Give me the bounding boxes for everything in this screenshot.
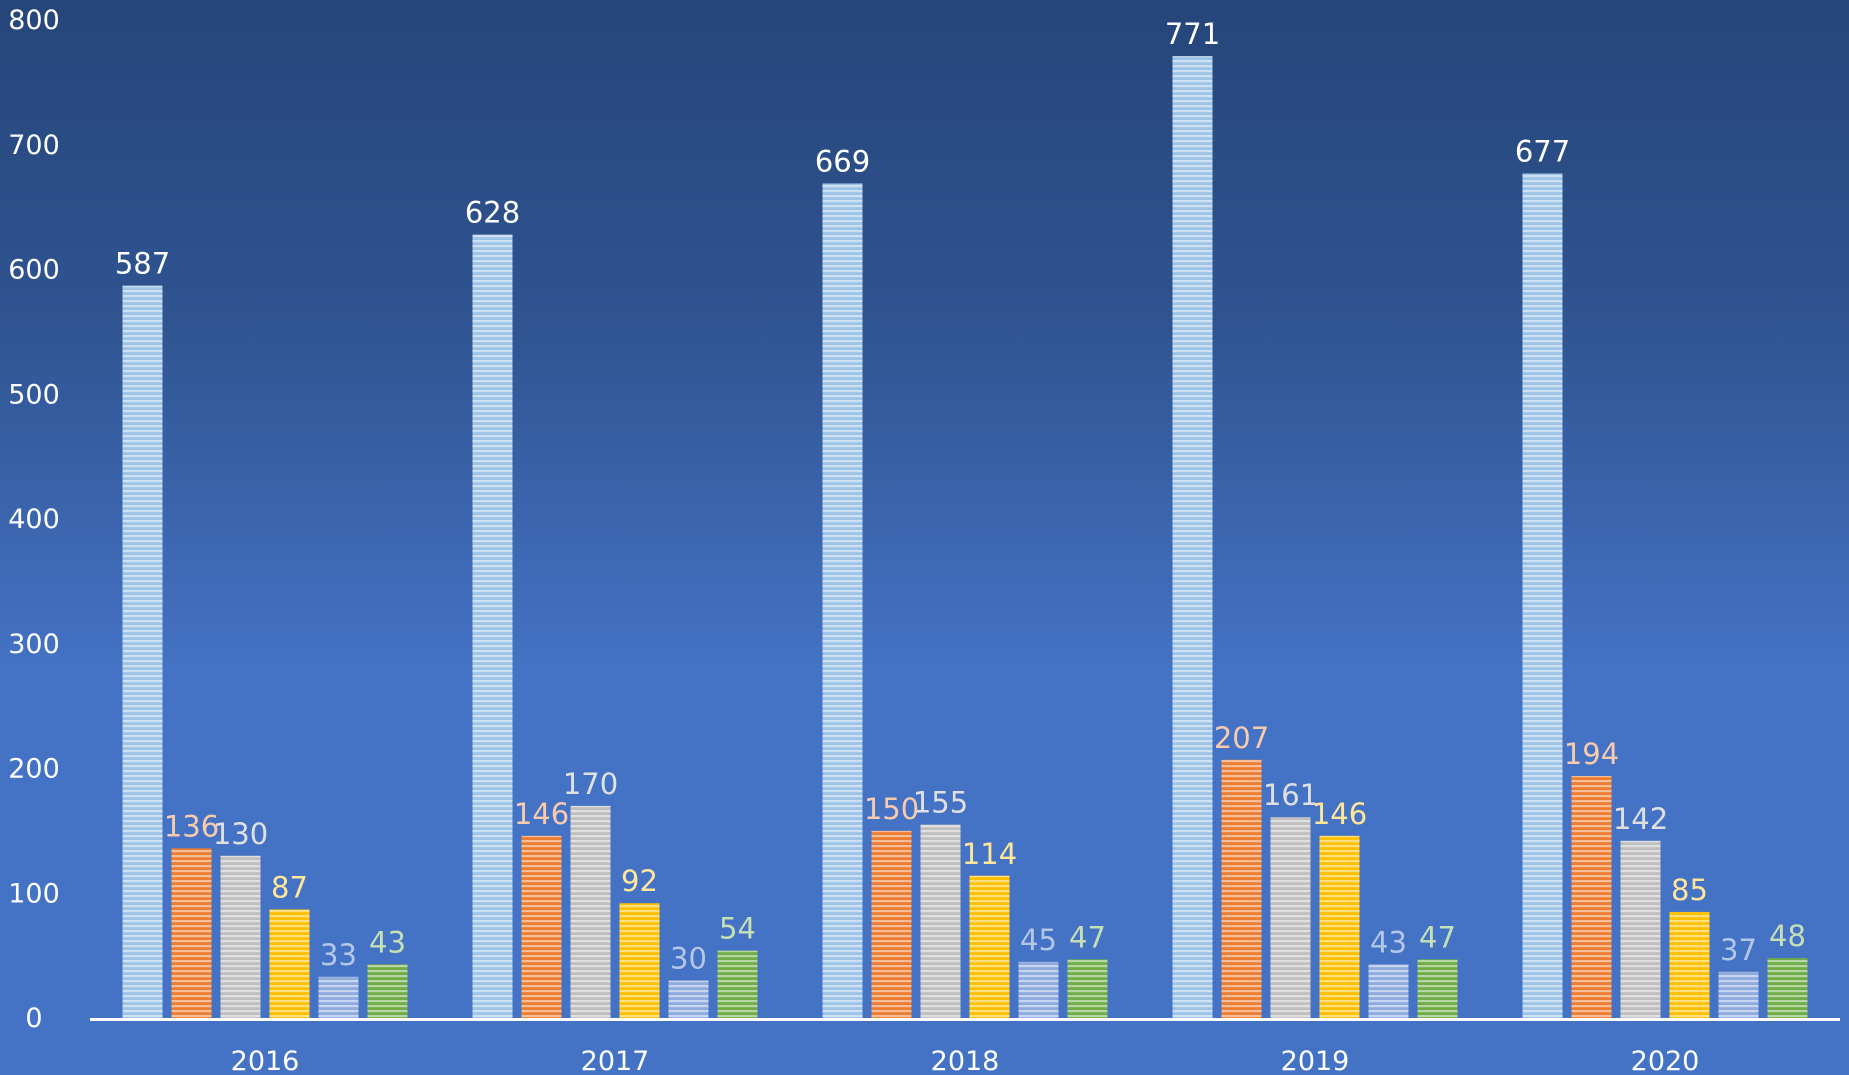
data-label: 43 [1370, 925, 1407, 959]
bar-stripe-overlay [269, 909, 310, 1018]
data-label: 170 [563, 767, 618, 801]
data-label: 146 [514, 797, 569, 831]
bar-stripe-overlay [1319, 835, 1360, 1018]
y-tick-label: 600 [8, 255, 60, 286]
data-label: 87 [271, 870, 308, 904]
data-label: 136 [164, 809, 219, 843]
data-label: 92 [621, 864, 658, 898]
data-label: 587 [115, 247, 170, 281]
bar-stripe-overlay [1767, 958, 1808, 1018]
bars [122, 56, 1808, 1019]
bar-stripe-overlay [1417, 959, 1458, 1018]
bar-stripe-overlay [1067, 959, 1108, 1018]
data-label: 207 [1214, 721, 1269, 755]
y-tick-label: 200 [8, 754, 60, 785]
bar-stripe-overlay [367, 964, 408, 1018]
y-tick-label: 400 [8, 504, 60, 535]
data-label: 47 [1069, 920, 1106, 954]
data-label: 194 [1564, 737, 1619, 771]
bar-stripe-overlay [1620, 840, 1661, 1018]
bar-stripe-overlay [668, 980, 709, 1018]
data-label: 48 [1769, 919, 1806, 953]
data-label: 150 [864, 792, 919, 826]
bar-stripe-overlay [472, 234, 513, 1018]
data-label: 628 [465, 196, 520, 230]
x-tick-label: 2018 [931, 1046, 1000, 1075]
x-tick-label: 2019 [1281, 1046, 1350, 1075]
data-label: 114 [962, 837, 1017, 871]
data-label: 142 [1613, 802, 1668, 836]
bar-stripe-overlay [619, 903, 660, 1018]
data-label: 161 [1263, 778, 1318, 812]
data-label: 54 [719, 912, 756, 946]
data-label: 130 [213, 817, 268, 851]
bar-stripe-overlay [1368, 964, 1409, 1018]
data-label: 37 [1720, 933, 1757, 967]
x-tick-label: 2016 [231, 1046, 300, 1075]
bar-stripe-overlay [969, 875, 1010, 1018]
y-tick-label: 700 [8, 130, 60, 161]
y-tick-label: 800 [8, 5, 60, 36]
data-label: 33 [320, 938, 357, 972]
bar-stripe-overlay [570, 805, 611, 1018]
bar-stripe-overlay [871, 830, 912, 1018]
bar-stripe-overlay [521, 835, 562, 1018]
y-tick-label: 300 [8, 629, 60, 660]
x-tick-label: 2017 [581, 1046, 650, 1075]
data-label: 771 [1165, 17, 1220, 51]
bar-stripe-overlay [822, 183, 863, 1019]
bar-stripe-overlay [171, 848, 212, 1018]
bar-stripe-overlay [318, 976, 359, 1018]
data-label: 155 [913, 786, 968, 820]
bar-stripe-overlay [1270, 817, 1311, 1018]
bar-stripe-overlay [1018, 961, 1059, 1018]
y-tick-label: 100 [8, 878, 60, 909]
bar-stripe-overlay [1172, 56, 1213, 1019]
x-axis-tick-labels: 2016 2017 2018 2019 2020 [231, 1046, 1700, 1075]
data-label: 677 [1515, 134, 1570, 168]
y-tick-label: 500 [8, 379, 60, 410]
bar-stripe-overlay [1669, 911, 1710, 1018]
x-tick-label: 2020 [1631, 1046, 1700, 1075]
data-label: 30 [670, 942, 707, 976]
data-label: 45 [1020, 923, 1057, 957]
bar-stripe-overlay [220, 855, 261, 1018]
bar-stripe-overlay [1221, 759, 1262, 1018]
data-label: 85 [1671, 873, 1708, 907]
data-label: 47 [1419, 920, 1456, 954]
y-axis-tick-labels: 0 100 200 300 400 500 600 700 800 [8, 5, 60, 1034]
y-tick-label: 0 [25, 1003, 42, 1034]
bar-stripe-overlay [1522, 173, 1563, 1018]
bar-stripe-overlay [920, 824, 961, 1018]
bar-stripe-overlay [122, 285, 163, 1018]
bar-stripe-overlay [1571, 775, 1612, 1018]
data-label: 43 [369, 925, 406, 959]
data-label: 669 [815, 144, 870, 178]
data-label: 146 [1312, 797, 1367, 831]
bar-stripe-overlay [1718, 971, 1759, 1018]
bar-stripe-overlay [717, 950, 758, 1018]
